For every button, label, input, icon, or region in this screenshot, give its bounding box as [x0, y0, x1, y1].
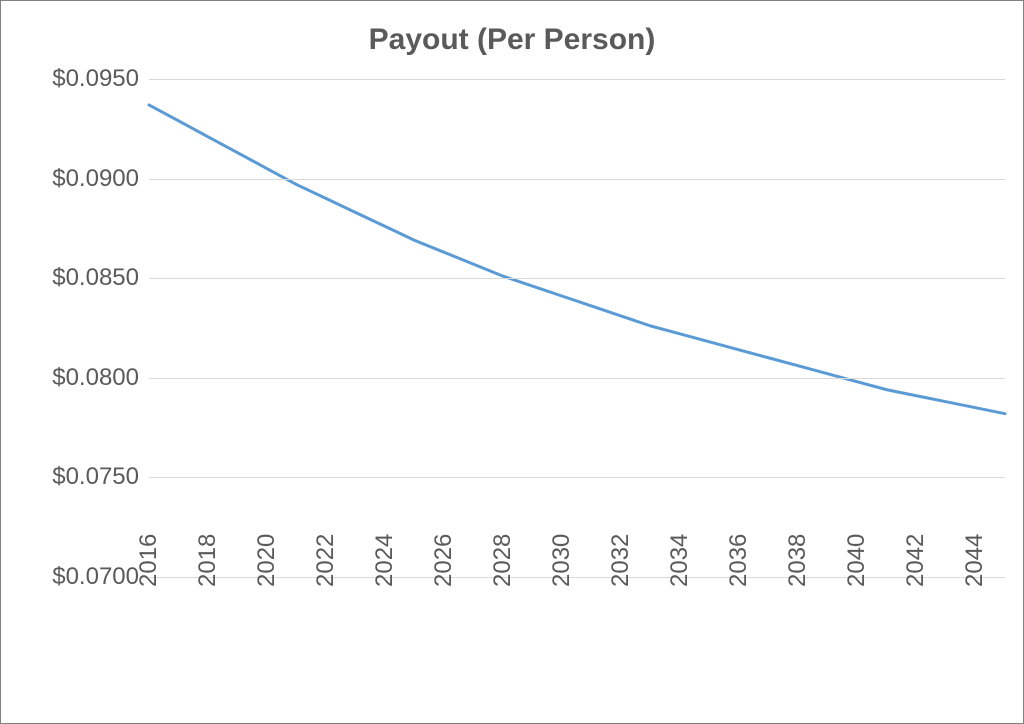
x-axis-tick-label: 2028 — [489, 534, 517, 587]
y-gridline — [149, 179, 1005, 180]
y-axis-tick-label: $0.0850 — [52, 264, 149, 292]
x-axis-tick-label: 2016 — [135, 534, 163, 587]
y-gridline — [149, 278, 1005, 279]
x-axis-tick-label: 2030 — [548, 534, 576, 587]
x-axis-tick-label: 2044 — [961, 534, 989, 587]
x-axis-tick-label: 2036 — [725, 534, 753, 587]
x-axis-tick-label: 2024 — [371, 534, 399, 587]
line-series — [149, 79, 1005, 577]
x-axis-tick-label: 2034 — [666, 534, 694, 587]
y-gridline — [149, 378, 1005, 379]
y-gridline — [149, 477, 1005, 478]
x-axis-tick-label: 2032 — [607, 534, 635, 587]
x-axis-tick-label: 2022 — [312, 534, 340, 587]
x-axis-tick-label: 2042 — [902, 534, 930, 587]
chart-frame: Payout (Per Person) $0.0700$0.0750$0.080… — [0, 0, 1024, 724]
series-line — [149, 105, 1005, 414]
plot-area: $0.0700$0.0750$0.0800$0.0850$0.0900$0.09… — [149, 79, 1005, 577]
x-axis-tick-label: 2040 — [843, 534, 871, 587]
y-axis-tick-label: $0.0950 — [52, 65, 149, 93]
x-axis-tick-label: 2038 — [784, 534, 812, 587]
x-axis-tick-label: 2018 — [194, 534, 222, 587]
y-gridline — [149, 79, 1005, 80]
x-axis-tick-label: 2026 — [430, 534, 458, 587]
y-axis-tick-label: $0.0750 — [52, 463, 149, 491]
chart-title: Payout (Per Person) — [1, 23, 1023, 57]
y-axis-tick-label: $0.0900 — [52, 165, 149, 193]
x-axis-tick-label: 2020 — [253, 534, 281, 587]
y-axis-tick-label: $0.0800 — [52, 364, 149, 392]
